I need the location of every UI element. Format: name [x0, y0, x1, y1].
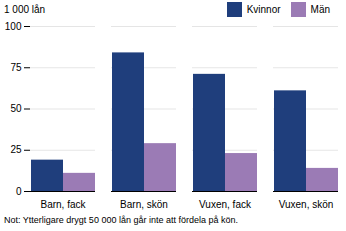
- svg-text:Barn, skön: Barn, skön: [120, 199, 168, 210]
- svg-text:25: 25: [10, 144, 22, 155]
- svg-text:Vuxen, skön: Vuxen, skön: [279, 199, 334, 210]
- html-text:Kvinnor: Kvinnor: [246, 3, 281, 15]
- svg-text:Vuxen, fack: Vuxen, fack: [199, 199, 252, 210]
- svg-text:Barn, fack: Barn, fack: [40, 199, 86, 210]
- svg-text:50: 50: [10, 103, 22, 114]
- html-text:Not: Ytterligare drygt 50 000: Not: Ytterligare drygt 50 000 lån går in…: [4, 215, 238, 225]
- svg-text:0: 0: [16, 186, 22, 197]
- svg-text:75: 75: [10, 62, 22, 73]
- html-text:Män: Män: [310, 3, 330, 15]
- html-text:1 000 lån: 1 000 lån: [4, 3, 46, 15]
- svg-text:100: 100: [5, 21, 22, 32]
